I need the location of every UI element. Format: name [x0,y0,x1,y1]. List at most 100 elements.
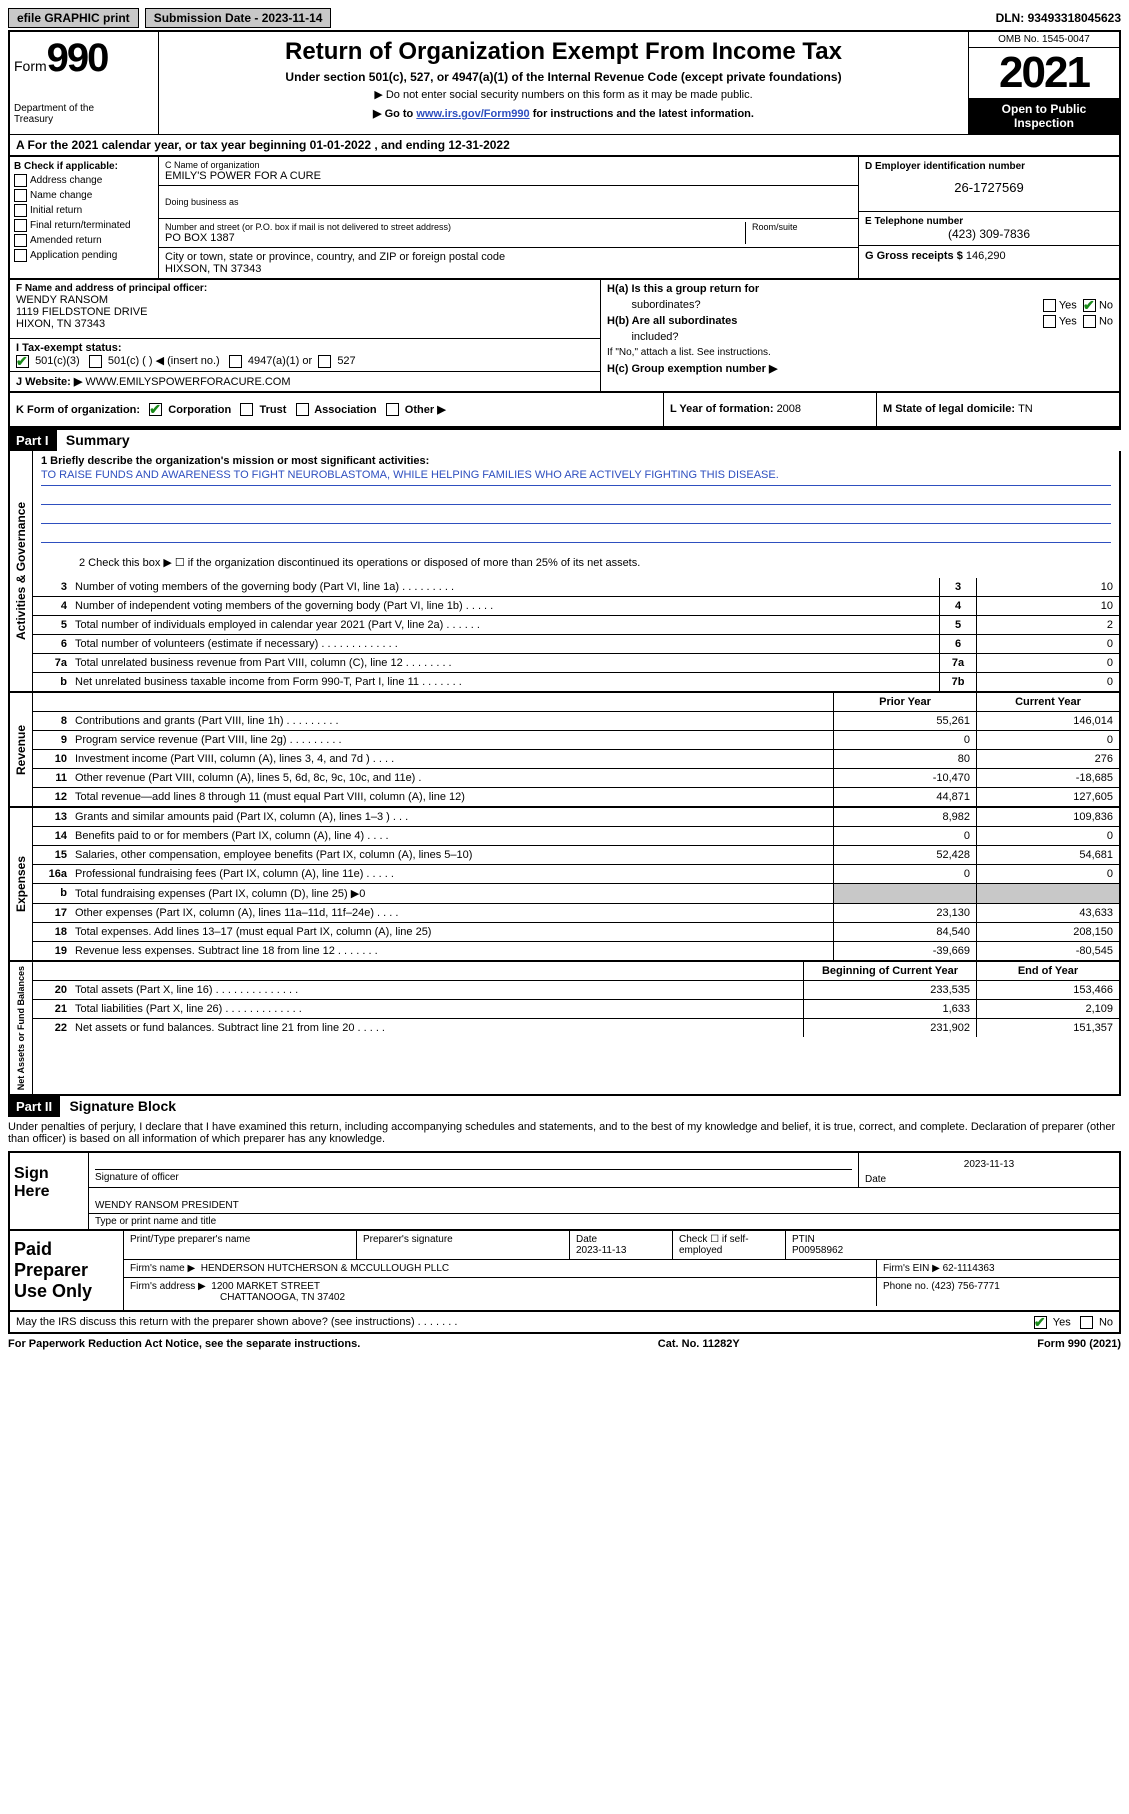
cb-discuss-no[interactable] [1080,1316,1093,1329]
d-label: D Employer identification number [865,161,1113,172]
f-name: WENDY RANSOM [16,294,594,306]
officer-sub: Type or print name and title [89,1213,1119,1229]
hb-note: If "No," attach a list. See instructions… [607,347,1113,358]
sig-date-value: 2023-11-13 [859,1153,1119,1172]
l-block: L Year of formation: 2008 [663,393,876,427]
subdate-label: Submission Date - [154,11,262,25]
sig-officer-label: Signature of officer [89,1170,858,1185]
governance-section: Activities & Governance 1 Briefly descri… [10,451,1119,693]
line-8: 8 Contributions and grants (Part VIII, l… [33,712,1119,731]
paid-preparer-table: Paid Preparer Use Only Print/Type prepar… [8,1231,1121,1312]
hb-line: H(b) Are all subordinates Yes No [607,315,1113,327]
note2-pre: ▶ Go to [373,108,416,120]
g-label: G Gross receipts $ [865,250,966,262]
revenue-section: Revenue Prior Year Current Year 8 Contri… [10,693,1119,808]
sig-row2: WENDY RANSOM PRESIDENT Type or print nam… [89,1188,1119,1229]
cb-ha-no[interactable] [1083,299,1096,312]
cb-corp[interactable] [149,403,162,416]
phone-block: E Telephone number (423) 309-7836 [859,212,1119,246]
cb-other[interactable] [386,403,399,416]
tab-netassets: Net Assets or Fund Balances [10,962,33,1094]
room-label: Room/suite [752,222,852,232]
entity-right: D Employer identification number 26-1727… [858,157,1119,278]
mission-blank1 [41,486,1111,505]
i-block: I Tax-exempt status: 501(c)(3) 501(c) ( … [10,339,600,372]
check-b-label: B Check if applicable: [14,161,154,172]
paid-row2: Firm's name ▶ HENDERSON HUTCHERSON & MCC… [124,1260,1119,1278]
dba-label: Doing business as [165,189,239,215]
status-left: F Name and address of principal officer:… [10,280,601,391]
cb-name[interactable]: Name change [14,189,154,202]
note2: ▶ Go to www.irs.gov/Form990 for instruct… [165,107,962,120]
cb-trust[interactable] [240,403,253,416]
cb-501c[interactable] [89,355,102,368]
tab-revenue: Revenue [10,693,33,806]
line-18: 18 Total expenses. Add lines 13–17 (must… [33,923,1119,942]
netassets-section: Net Assets or Fund Balances Beginning of… [10,962,1119,1094]
mission-block: 1 Briefly describe the organization's mi… [33,451,1119,547]
cb-final[interactable]: Final return/terminated [14,219,154,232]
open-public: Open to Public Inspection [969,98,1119,134]
f-addr2: HIXON, TN 37343 [16,318,594,330]
part1-header-row: Part I Summary [8,428,1121,451]
cb-assoc[interactable] [296,403,309,416]
ha-sub: subordinates? Yes No [607,299,1113,311]
summary-content: Activities & Governance 1 Briefly descri… [10,451,1119,1094]
year-col: OMB No. 1545-0047 2021 Open to Public In… [968,32,1119,134]
paid-label: Paid Preparer Use Only [10,1231,123,1310]
gross-value: 146,290 [966,250,1006,262]
cb-init[interactable]: Initial return [14,204,154,217]
cb-amend[interactable]: Amended return [14,234,154,247]
line-6: 6 Total number of volunteers (estimate i… [33,635,1119,654]
tab-expenses: Expenses [10,808,33,960]
footer-left: For Paperwork Reduction Act Notice, see … [8,1338,360,1350]
entity-center: C Name of organization EMILY'S POWER FOR… [159,157,858,278]
city-row: City or town, state or province, country… [159,248,858,278]
cb-ha-yes[interactable] [1043,299,1056,312]
efile-button[interactable]: efile GRAPHIC print [8,8,139,28]
form-number-col: Form990 Department of the Treasury [10,32,159,134]
cb-527[interactable] [318,355,331,368]
line-a: A For the 2021 calendar year, or tax yea… [8,134,1121,155]
hc-line: H(c) Group exemption number ▶ [607,362,1113,375]
sig-row1: Signature of officer 2023-11-13 Date [89,1153,1119,1188]
j-block: J Website: ▶ WWW.EMILYSPOWERFORACURE.COM [10,372,600,391]
org-name: EMILY'S POWER FOR A CURE [165,170,852,182]
form-prefix: Form [14,58,47,74]
cb-app[interactable]: Application pending [14,249,154,262]
cb-4947[interactable] [229,355,242,368]
submission-date-button[interactable]: Submission Date - 2023-11-14 [145,8,332,28]
col-prior: Prior Year [833,693,976,711]
org-name-row: C Name of organization EMILY'S POWER FOR… [159,157,858,186]
officer-name: WENDY RANSOM PRESIDENT [89,1188,1119,1213]
line-3: 3 Number of voting members of the govern… [33,578,1119,597]
exp-lines: 13 Grants and similar amounts paid (Part… [33,808,1119,960]
omb-number: OMB No. 1545-0047 [969,32,1119,48]
cb-addr[interactable]: Address change [14,174,154,187]
net-header: Beginning of Current Year End of Year [33,962,1119,981]
cb-501c3[interactable] [16,355,29,368]
cb-discuss-yes[interactable] [1034,1316,1047,1329]
title-col: Return of Organization Exempt From Incom… [159,32,968,134]
rev-header: Prior Year Current Year [33,693,1119,712]
line-7b: b Net unrelated business taxable income … [33,673,1119,691]
ha-line: H(a) Is this a group return for [607,283,1113,295]
f-addr1: 1119 FIELDSTONE DRIVE [16,306,594,318]
k-block: K Form of organization: Corporation Trus… [10,393,663,427]
rev-lines: Prior Year Current Year 8 Contributions … [33,693,1119,806]
form-header: Form990 Department of the Treasury Retur… [8,30,1121,134]
cb-hb-no[interactable] [1083,315,1096,328]
dln-block: DLN: 93493318045623 [996,11,1121,25]
j-label: J Website: ▶ [16,376,82,388]
addr-label: Number and street (or P.O. box if mail i… [165,222,739,232]
dln-value: 93493318045623 [1028,11,1121,25]
hb-sub: included? [607,331,1113,343]
sign-content: Signature of officer 2023-11-13 Date WEN… [88,1153,1119,1229]
tab-governance: Activities & Governance [10,451,33,691]
subdate-value: 2023-11-14 [262,11,323,25]
q2-text: 2 Check this box ▶ ☐ if the organization… [75,553,1115,572]
e-label: E Telephone number [865,216,1113,227]
cb-hb-yes[interactable] [1043,315,1056,328]
col-curr: Current Year [976,693,1119,711]
irs-link[interactable]: www.irs.gov/Form990 [416,108,529,120]
